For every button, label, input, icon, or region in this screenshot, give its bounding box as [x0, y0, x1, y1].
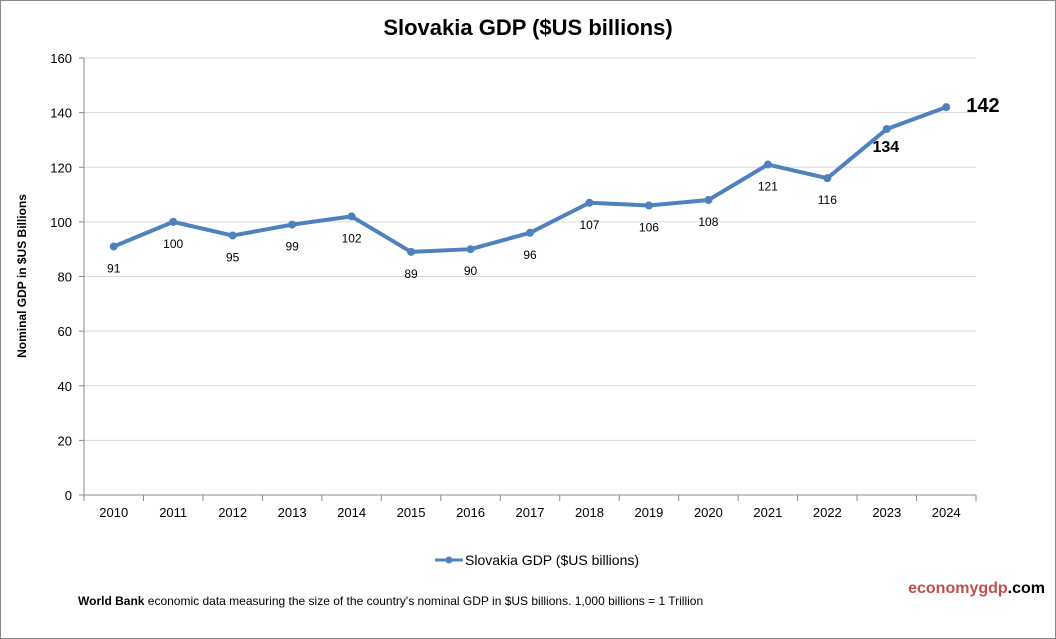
- x-tick-label: 2016: [456, 505, 485, 520]
- x-tick-label: 2021: [753, 505, 782, 520]
- y-tick-label: 20: [58, 433, 72, 448]
- legend: Slovakia GDP ($US billions): [435, 552, 639, 568]
- y-tick-label: 160: [50, 51, 72, 66]
- data-label: 134: [872, 139, 899, 156]
- data-label: 99: [285, 240, 299, 254]
- data-point: [763, 160, 772, 169]
- data-label: 107: [579, 218, 599, 232]
- data-label: 102: [342, 231, 362, 245]
- data-point: [644, 201, 653, 210]
- y-tick-label: 120: [50, 160, 72, 175]
- data-label: 89: [404, 267, 418, 281]
- data-point: [704, 196, 713, 205]
- data-point: [288, 220, 297, 229]
- data-point: [169, 217, 178, 226]
- data-point: [466, 245, 475, 254]
- y-axis-label: Nominal GDP in $US Billions: [15, 194, 29, 358]
- source-note: World Bank economic data measuring the s…: [78, 594, 703, 608]
- data-point: [347, 212, 356, 221]
- data-label: 95: [226, 251, 240, 265]
- data-point: [407, 247, 416, 256]
- data-label: 96: [523, 248, 537, 262]
- brand-logo[interactable]: economygdp.com: [908, 580, 1045, 597]
- x-tick-label: 2014: [337, 505, 366, 520]
- data-point: [585, 198, 594, 207]
- data-point: [109, 242, 118, 251]
- x-tick-label: 2011: [159, 505, 187, 520]
- data-label: 121: [758, 180, 778, 194]
- x-tick-label: 2023: [872, 505, 901, 520]
- y-tick-label: 0: [65, 488, 72, 503]
- x-tick-label: 2012: [218, 505, 247, 520]
- y-tick-label: 80: [58, 270, 72, 285]
- data-label: 142: [966, 95, 999, 117]
- data-label: 108: [698, 215, 718, 229]
- x-tick-label: 2018: [575, 505, 604, 520]
- legend-label: Slovakia GDP ($US billions): [465, 552, 639, 568]
- x-tick-label: 2013: [278, 505, 307, 520]
- chart-title: Slovakia GDP ($US billions): [383, 15, 672, 40]
- x-tick-label: 2022: [813, 505, 842, 520]
- source-bold: World Bank: [78, 594, 145, 608]
- x-tick-label: 2020: [694, 505, 723, 520]
- data-point: [526, 228, 534, 237]
- x-tick-label: 2024: [932, 505, 961, 520]
- x-tick-label: 2019: [634, 505, 663, 520]
- data-point: [823, 174, 832, 183]
- source-text: economic data measuring the size of the …: [144, 594, 703, 608]
- data-label: 116: [818, 193, 837, 207]
- data-label: 91: [107, 261, 121, 275]
- data-label: 100: [163, 237, 183, 251]
- x-tick-label: 2015: [397, 505, 426, 520]
- data-point: [942, 103, 951, 112]
- y-tick-label: 60: [58, 324, 72, 339]
- y-tick-label: 140: [50, 106, 72, 121]
- y-tick-label: 40: [58, 379, 72, 394]
- data-point: [228, 231, 237, 240]
- brand-part2: .com: [1008, 580, 1045, 597]
- y-tick-label: 100: [50, 215, 72, 230]
- x-tick-label: 2017: [516, 505, 545, 520]
- data-point: [882, 125, 891, 134]
- legend-point-marker: [445, 556, 453, 564]
- x-tick-label: 2010: [99, 505, 128, 520]
- data-label: 90: [464, 264, 478, 278]
- brand-part1: economygdp: [908, 580, 1008, 597]
- data-label: 106: [639, 220, 659, 234]
